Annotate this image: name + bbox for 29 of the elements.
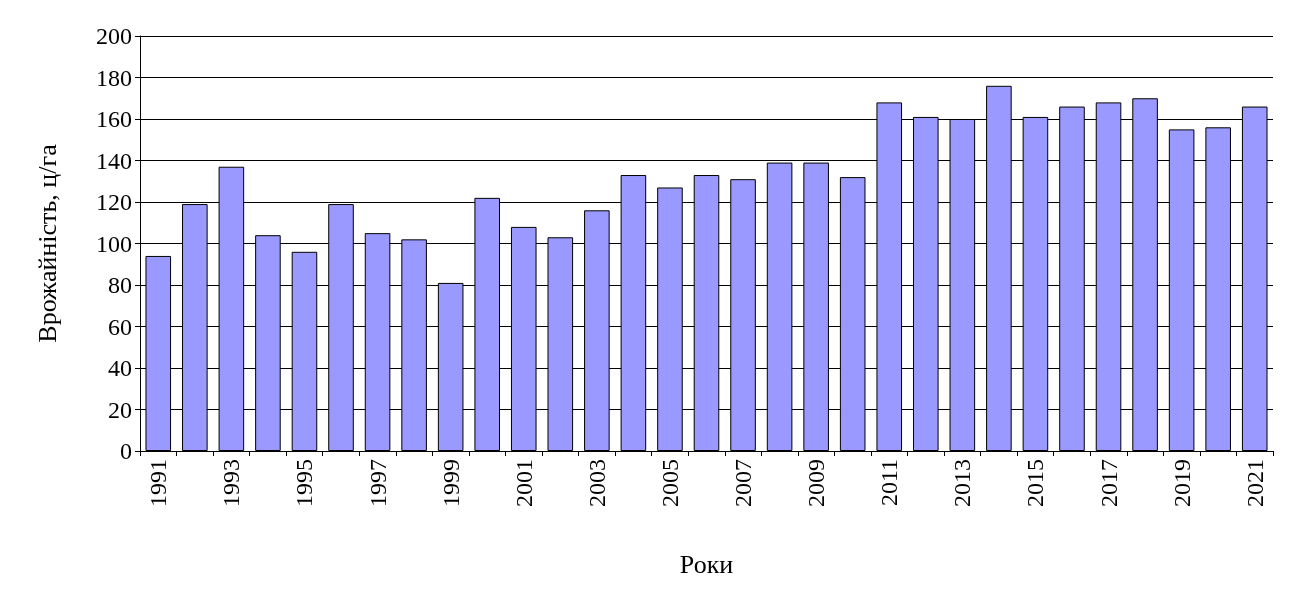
y-tick-label: 80 (108, 272, 132, 298)
x-tick-label: 2011 (876, 459, 903, 507)
y-tick-label: 0 (120, 438, 132, 464)
x-tick-label: 1999 (437, 459, 464, 507)
y-axis-title: Врожайність, ц/га (32, 143, 62, 343)
y-tick-label: 180 (96, 64, 132, 91)
y-tick-label: 40 (108, 355, 132, 381)
x-tick-label: 1997 (364, 459, 391, 507)
x-tick-label: 2003 (583, 459, 610, 507)
x-tick-label: 2021 (1241, 459, 1268, 507)
x-tick-label: 2001 (510, 459, 537, 507)
x-tick-label: 1993 (218, 459, 245, 507)
x-tick-label: 2009 (803, 459, 830, 507)
x-tick-label: 2007 (730, 459, 757, 507)
x-tick-label: 2013 (949, 459, 976, 507)
y-tick-label: 200 (96, 23, 132, 49)
x-tick-label: 1991 (145, 459, 172, 507)
y-tick-label: 140 (96, 147, 132, 174)
x-tick-label: 1995 (291, 459, 318, 507)
y-tick-label: 60 (108, 313, 132, 340)
y-tick-label: 120 (96, 189, 132, 215)
y-tick-label: 100 (96, 230, 132, 257)
x-axis-title: Роки (679, 549, 734, 579)
y-tick-label: 160 (96, 106, 132, 132)
x-tick-label: 2019 (1168, 459, 1195, 507)
x-tick-label: 2005 (656, 459, 683, 507)
y-tick-label: 20 (108, 396, 132, 423)
x-tick-label: 2017 (1095, 459, 1122, 507)
x-tick-label: 2015 (1022, 459, 1049, 507)
